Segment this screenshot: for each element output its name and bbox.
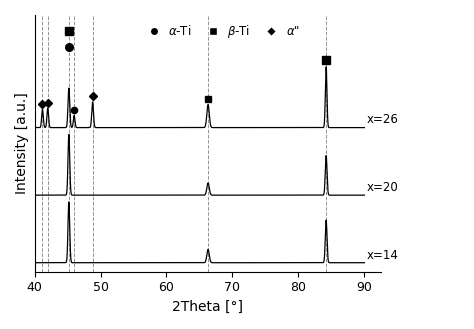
Y-axis label: Intensity [a.u.]: Intensity [a.u.] [15,92,29,194]
X-axis label: 2Theta [°]: 2Theta [°] [172,300,243,314]
Text: x=20: x=20 [366,181,398,194]
Legend: $\alpha$-Ti, $\beta$-Ti, $\alpha$": $\alpha$-Ti, $\beta$-Ti, $\alpha$" [137,18,304,45]
Text: x=14: x=14 [366,249,398,262]
Text: x=26: x=26 [366,114,398,126]
